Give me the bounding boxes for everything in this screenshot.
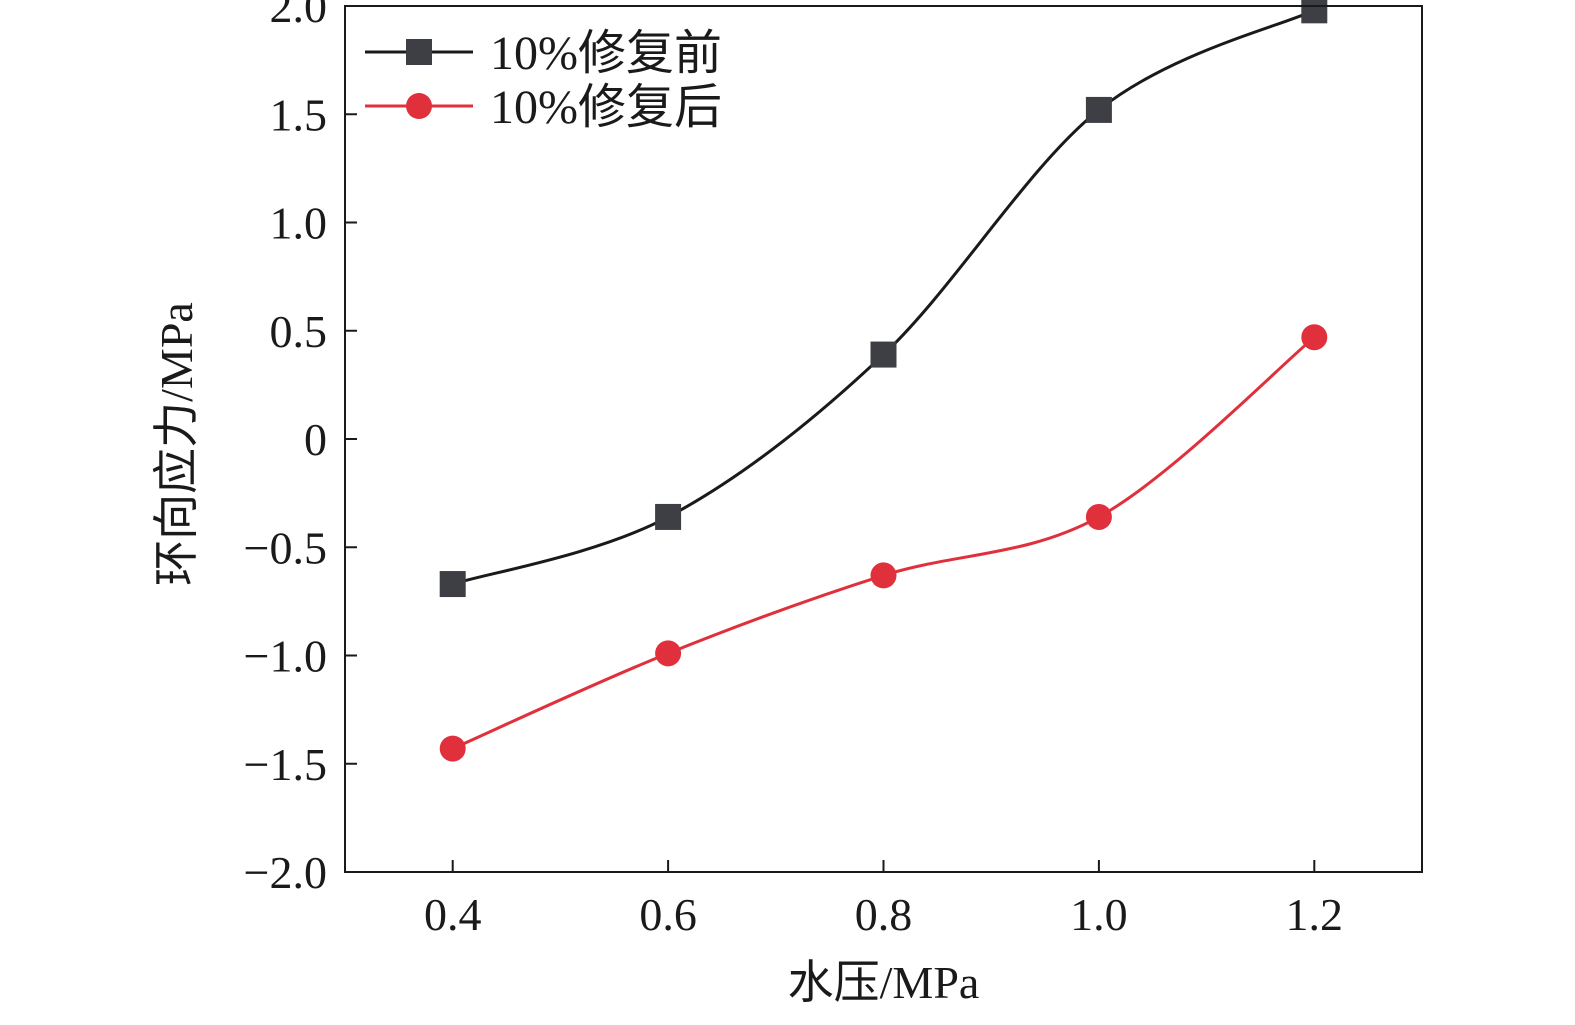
x-axis-ticks: 0.4 0.6 0.8 1.0 1.2 <box>424 860 1343 940</box>
legend-label: 10%修复后 <box>490 81 722 134</box>
x-tick-label: 1.0 <box>1070 889 1128 940</box>
data-point <box>655 640 682 667</box>
legend-item: 10%修复前 <box>365 27 722 80</box>
x-tick-label: 1.2 <box>1286 889 1344 940</box>
y-tick-label: −1.0 <box>244 631 327 682</box>
legend-label: 10%修复前 <box>490 27 722 80</box>
y-tick-label: −0.5 <box>244 522 327 573</box>
y-axis-ticks: 2.0 1.5 1.0 0.5 0 −0.5 −1.0 −1.5 −2.0 <box>244 0 357 898</box>
y-tick-label: 0.5 <box>270 306 328 357</box>
series-line <box>452 336 1316 750</box>
data-point <box>1301 0 1328 24</box>
data-point <box>439 735 466 762</box>
y-tick-label: −1.5 <box>244 739 327 790</box>
y-tick-label: 1.5 <box>270 89 328 140</box>
data-point <box>655 503 682 530</box>
x-tick-label: 0.4 <box>424 889 482 940</box>
y-axis-title: 环向应力/MPa <box>151 302 202 586</box>
x-axis-title: 水压/MPa <box>788 957 980 1008</box>
series-layer <box>439 0 1328 762</box>
data-point <box>870 341 897 368</box>
data-point <box>1301 324 1328 351</box>
legend-marker <box>406 93 432 119</box>
series-2 <box>439 324 1328 762</box>
series-1 <box>439 0 1328 598</box>
x-tick-label: 0.8 <box>855 889 913 940</box>
data-point <box>1085 96 1112 123</box>
legend-marker <box>406 39 432 65</box>
x-tick-label: 0.6 <box>639 889 697 940</box>
data-point <box>870 562 897 589</box>
data-point <box>439 571 466 598</box>
legend-item: 10%修复后 <box>365 81 722 134</box>
data-point <box>1085 503 1112 530</box>
y-tick-label: 1.0 <box>270 198 328 249</box>
y-tick-label: 0 <box>304 414 327 465</box>
y-tick-label: 2.0 <box>270 0 328 32</box>
plot-frame <box>344 5 1423 873</box>
y-tick-label: −2.0 <box>244 847 327 898</box>
